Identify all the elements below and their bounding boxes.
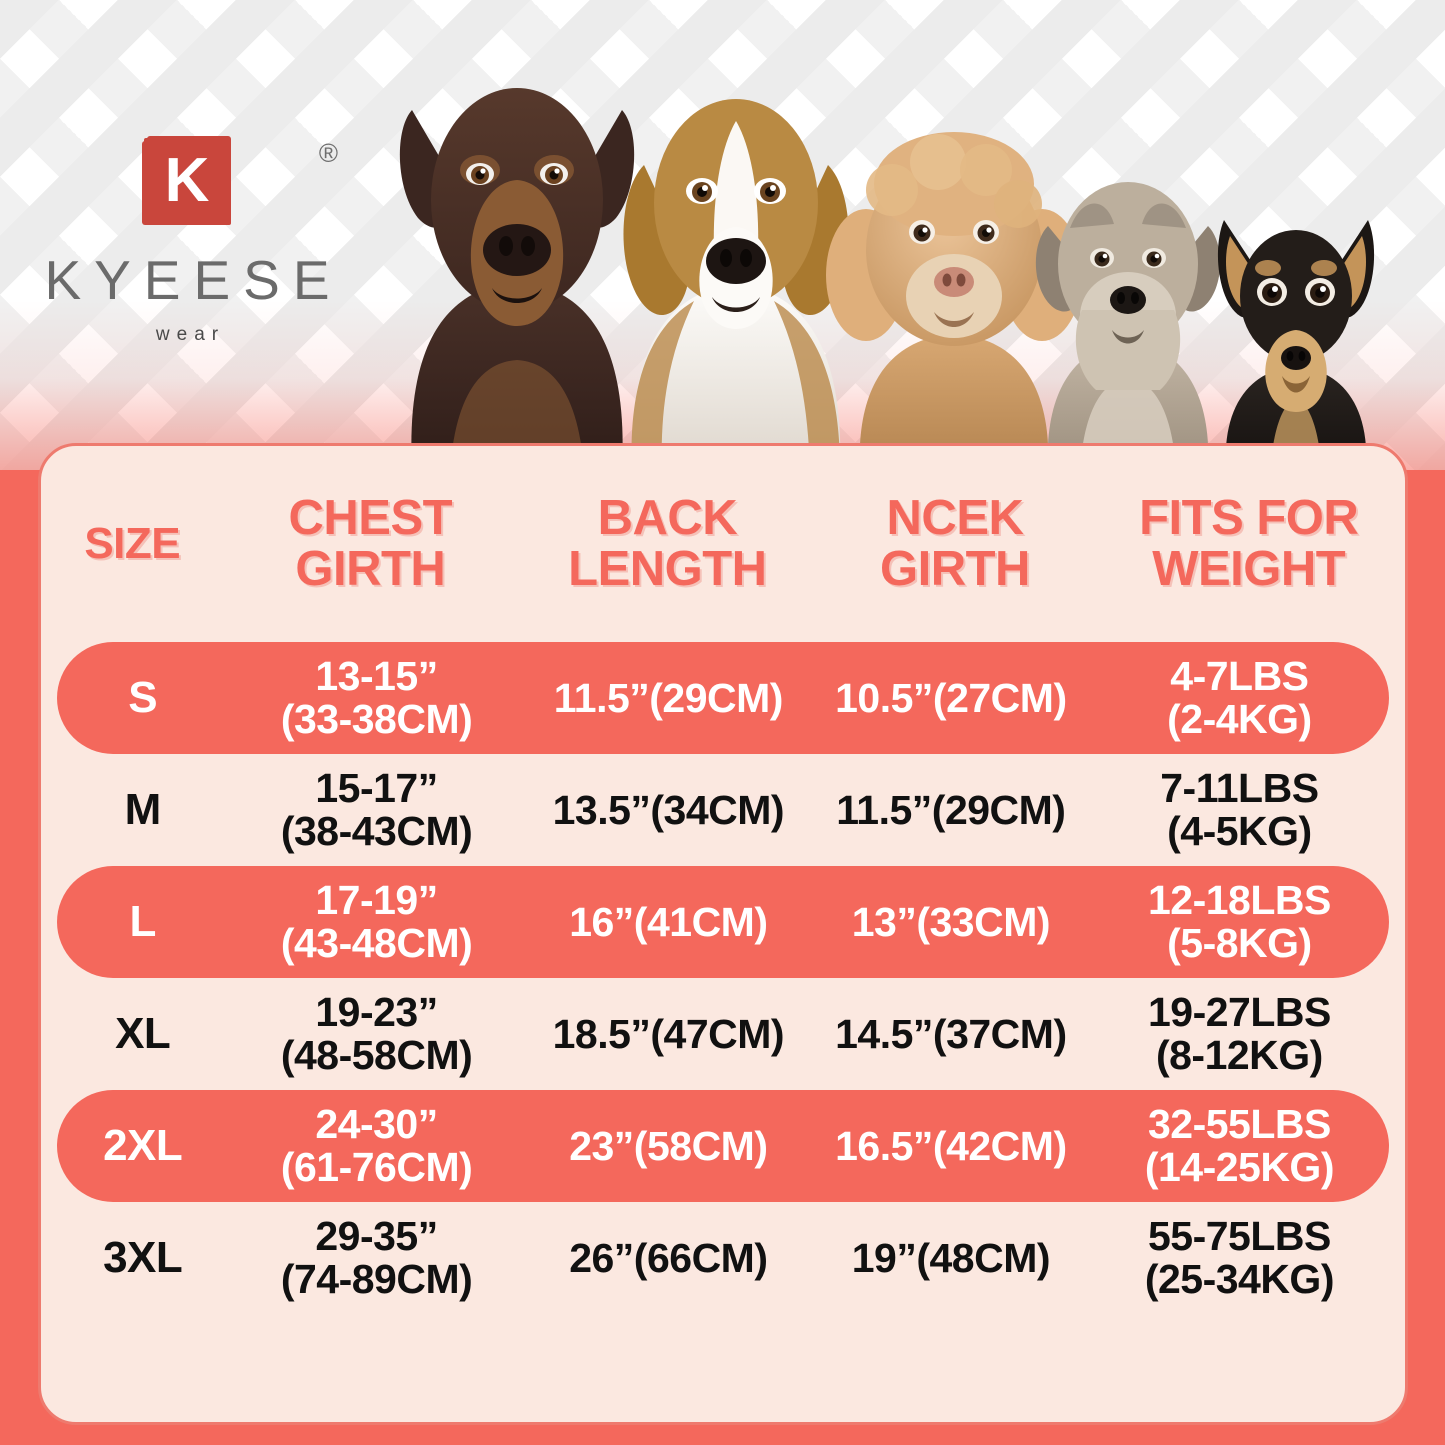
dog-photo-group bbox=[0, 0, 1445, 470]
cell-back-XL: 18.5”(47CM) bbox=[552, 1010, 785, 1057]
dog-beagle bbox=[598, 55, 873, 470]
cell-size-S: S bbox=[128, 673, 158, 723]
size-chart-panel: SIZE CHEST GIRTH BACK LENGTH NCEK GIRTH … bbox=[38, 443, 1408, 1425]
cell-weight-2XL: 32-55LBS (14-25KG) bbox=[1144, 1101, 1335, 1190]
cell-chest-XL: 19-23” (48-58CM) bbox=[280, 989, 473, 1078]
table-row: 3XL 29-35” (74-89CM) 26”(66CM) 19”(48CM) 55-7… bbox=[57, 1202, 1389, 1314]
table-row: S 13-15” (33-38CM) 11.5”(29CM) 10.5”(27CM) 4-… bbox=[57, 642, 1389, 754]
cell-back-L: 16”(41CM) bbox=[569, 898, 768, 945]
cell-size-L: L bbox=[129, 897, 156, 947]
cell-neck-XL: 14.5”(37CM) bbox=[835, 1010, 1067, 1057]
cell-weight-3XL: 55-75LBS (25-34KG) bbox=[1144, 1213, 1335, 1302]
brand-logo: ® KYEESE wear bbox=[22, 138, 352, 345]
cell-back-M: 13.5”(34CM) bbox=[552, 786, 785, 833]
cell-neck-2XL: 16.5”(42CM) bbox=[835, 1122, 1067, 1169]
cell-chest-2XL: 24-30” (61-76CM) bbox=[280, 1101, 473, 1190]
table-body: S 13-15” (33-38CM) 11.5”(29CM) 10.5”(27CM) 4-… bbox=[41, 642, 1405, 1314]
cell-neck-3XL: 19”(48CM) bbox=[851, 1234, 1051, 1281]
cell-chest-3XL: 29-35” (74-89CM) bbox=[280, 1213, 473, 1302]
logo-k-mark-icon bbox=[144, 138, 230, 224]
brand-tagline: wear bbox=[155, 324, 226, 345]
cell-neck-L: 13”(33CM) bbox=[851, 898, 1051, 945]
cell-size-2XL: 2XL bbox=[103, 1121, 183, 1171]
header-size: SIZE bbox=[84, 518, 181, 568]
cell-chest-M: 15-17” (38-43CM) bbox=[280, 765, 473, 854]
table-row: 2XL 24-30” (61-76CM) 23”(58CM) 16.5”(42CM) 32… bbox=[57, 1090, 1389, 1202]
cell-chest-S: 13-15” (33-38CM) bbox=[280, 653, 473, 742]
header-back-length: BACK LENGTH bbox=[568, 490, 767, 596]
cell-back-S: 11.5”(29CM) bbox=[553, 674, 784, 721]
header-neck-girth: NCEK GIRTH bbox=[880, 490, 1030, 596]
cell-back-2XL: 23”(58CM) bbox=[569, 1122, 768, 1169]
header-fits-for-weight: FITS FOR WEIGHT bbox=[1139, 490, 1359, 596]
cell-neck-S: 10.5”(27CM) bbox=[835, 674, 1067, 721]
table-header-row: SIZE CHEST GIRTH BACK LENGTH NCEK GIRTH … bbox=[41, 446, 1405, 642]
cell-weight-S: 4-7LBS (2-4KG) bbox=[1167, 653, 1312, 742]
table-row: L 17-19” (43-48CM) 16”(41CM) 13”(33CM) 12-18L… bbox=[57, 866, 1389, 978]
cell-size-XL: XL bbox=[115, 1009, 171, 1059]
table-row: M 15-17” (38-43CM) 13.5”(34CM) 11.5”(29CM) 7-… bbox=[57, 754, 1389, 866]
cell-size-3XL: 3XL bbox=[103, 1233, 183, 1283]
cell-weight-XL: 19-27LBS (8-12KG) bbox=[1147, 989, 1331, 1078]
dog-chihuahua bbox=[1196, 180, 1396, 470]
cell-weight-L: 12-18LBS (5-8KG) bbox=[1147, 877, 1331, 966]
header-chest-girth: CHEST GIRTH bbox=[288, 490, 453, 596]
registered-trademark-icon: ® bbox=[318, 138, 338, 168]
dog-doberman bbox=[372, 50, 662, 470]
cell-back-3XL: 26”(66CM) bbox=[569, 1234, 768, 1281]
cell-neck-M: 11.5”(29CM) bbox=[836, 786, 1066, 833]
cell-weight-M: 7-11LBS (4-5KG) bbox=[1160, 765, 1319, 854]
table-row: XL 19-23” (48-58CM) 18.5”(47CM) 14.5”(37CM) 1… bbox=[57, 978, 1389, 1090]
brand-name: KYEESE bbox=[44, 249, 343, 311]
cell-size-M: M bbox=[124, 785, 162, 835]
cell-chest-L: 17-19” (43-48CM) bbox=[280, 877, 473, 966]
